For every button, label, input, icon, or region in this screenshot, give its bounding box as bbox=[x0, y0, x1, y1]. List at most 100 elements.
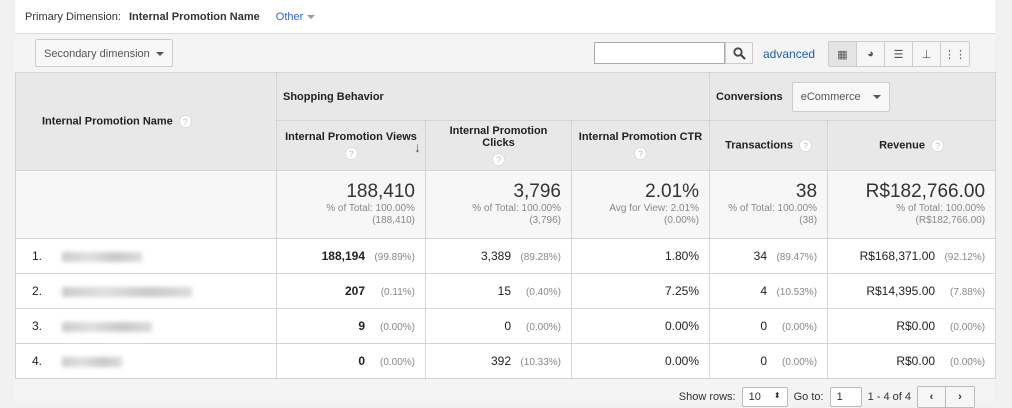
redacted-name bbox=[62, 286, 193, 297]
other-label: Other bbox=[275, 10, 304, 23]
row-clicks: 3,389 (89.28%) bbox=[425, 238, 572, 274]
row-ctr: 1.80% bbox=[570, 238, 711, 274]
advanced-filter-link[interactable]: advanced bbox=[763, 47, 816, 61]
help-icon[interactable]: ? bbox=[178, 115, 192, 128]
help-icon[interactable]: ? bbox=[492, 153, 505, 166]
percent: (99.89%) bbox=[374, 252, 415, 263]
value: 188,194 bbox=[321, 249, 365, 263]
value: 4 bbox=[760, 284, 768, 298]
value: 34 bbox=[753, 249, 768, 263]
sort-descending-icon: ↓ bbox=[414, 139, 421, 155]
goto-input[interactable]: 1 bbox=[829, 387, 862, 407]
other-dimension-dropdown[interactable]: Other bbox=[276, 11, 316, 23]
search-button[interactable] bbox=[725, 42, 753, 64]
conversions-select[interactable]: eCommerce bbox=[791, 81, 890, 112]
total-line1: % of Total: 100.00% bbox=[326, 203, 415, 214]
performance-view-icon[interactable]: ☰ bbox=[885, 42, 913, 66]
percent: (10.33%) bbox=[520, 357, 561, 368]
total-line2: (3,796) bbox=[529, 215, 561, 226]
caret-down-icon bbox=[872, 94, 881, 99]
value: 7.25% bbox=[665, 284, 700, 298]
percent: (92.12%) bbox=[944, 252, 986, 263]
row-views: 9 (0.00%) bbox=[276, 308, 426, 344]
row-ctr: 7.25% bbox=[570, 273, 711, 309]
help-icon[interactable]: ? bbox=[344, 147, 358, 160]
row-name[interactable]: 3. bbox=[15, 308, 277, 344]
row-index: 4. bbox=[32, 354, 43, 368]
value: 1.80% bbox=[665, 249, 700, 263]
percent: (0.00%) bbox=[950, 357, 986, 368]
prev-page-icon[interactable]: ‹ bbox=[918, 387, 946, 407]
primary-dimension-current[interactable]: Internal Promotion Name bbox=[128, 10, 260, 23]
show-rows-select[interactable]: 10 ⬍ bbox=[741, 387, 788, 407]
value: 0 bbox=[760, 354, 768, 368]
help-icon[interactable]: ? bbox=[798, 139, 812, 152]
spinner-icon: ⬍ bbox=[773, 391, 781, 400]
dimension-header[interactable]: Internal Promotion Name? bbox=[15, 72, 277, 171]
pie-view-icon[interactable]: ◕ bbox=[857, 42, 885, 66]
percent: (0.40%) bbox=[525, 287, 561, 298]
value: 0 bbox=[760, 319, 768, 333]
row-name[interactable]: 4. bbox=[15, 343, 277, 379]
total-clicks: 3,796% of Total: 100.00% (3,796) bbox=[425, 170, 572, 239]
total-value: 188,410 bbox=[346, 181, 415, 202]
value: R$0.00 bbox=[896, 319, 936, 333]
row-views: 188,194 (99.89%) bbox=[276, 238, 426, 274]
row-clicks: 392 (10.33%) bbox=[425, 343, 572, 379]
pivot-view-icon[interactable]: ⋮⋮ bbox=[941, 42, 969, 66]
percent: (0.00%) bbox=[950, 322, 986, 333]
row-index: 1. bbox=[32, 249, 43, 263]
column-header-revenue[interactable]: Revenue? bbox=[827, 120, 997, 171]
column-header-transactions[interactable]: Transactions? bbox=[709, 120, 829, 171]
value: 15 bbox=[497, 284, 511, 298]
row-name[interactable]: 1. bbox=[15, 238, 277, 274]
row-name[interactable]: 2. bbox=[15, 273, 277, 309]
caret-down-icon bbox=[307, 14, 316, 19]
primary-dimension-label: Primary Dimension: bbox=[25, 10, 121, 23]
row-views: 207 (0.11%) bbox=[276, 273, 426, 309]
table-row: 3. 9 (0.00%) 0 (0.00%) 0.00% 0 (0.00%) R$0.… bbox=[15, 308, 997, 344]
redacted-name bbox=[62, 356, 123, 367]
search-icon bbox=[732, 46, 746, 60]
percent: (89.47%) bbox=[776, 252, 818, 263]
row-ctr: 0.00% bbox=[570, 308, 711, 344]
column-label: Internal Promotion Clicks bbox=[449, 125, 548, 149]
total-transactions: 38% of Total: 100.00% (38) bbox=[709, 170, 829, 239]
value: R$0.00 bbox=[896, 354, 936, 368]
total-revenue: R$182,766.00% of Total: 100.00% (R$182,76… bbox=[827, 170, 997, 239]
value: 3,389 bbox=[480, 249, 511, 263]
row-index: 3. bbox=[32, 319, 43, 333]
help-icon[interactable]: ? bbox=[634, 147, 648, 160]
column-header-clicks[interactable]: Internal Promotion Clicks? bbox=[425, 120, 572, 171]
comparison-view-icon[interactable]: ⊥ bbox=[913, 42, 941, 66]
value: R$14,395.00 bbox=[866, 284, 936, 298]
redacted-name bbox=[62, 251, 143, 262]
goto-value: 1 bbox=[836, 391, 843, 403]
secondary-dimension-dropdown[interactable]: Secondary dimension bbox=[35, 39, 173, 67]
row-clicks: 0 (0.00%) bbox=[425, 308, 572, 344]
value: 9 bbox=[358, 319, 365, 333]
table-search-input[interactable] bbox=[594, 42, 725, 64]
show-rows-label: Show rows: bbox=[678, 391, 736, 403]
table-row: 4. 0 (0.00%) 392 (10.33%) 0.00% 0 (0.00%) R… bbox=[15, 343, 997, 379]
total-line1: % of Total: 100.00% bbox=[472, 203, 561, 214]
row-ctr: 0.00% bbox=[570, 343, 711, 379]
column-label: Revenue bbox=[879, 139, 925, 152]
row-transactions: 0 (0.00%) bbox=[709, 343, 829, 379]
total-line2: (38) bbox=[799, 215, 818, 226]
table-view-icon[interactable]: ▦ bbox=[829, 42, 857, 66]
page-nav: ‹ › bbox=[917, 386, 975, 408]
row-index: 2. bbox=[32, 284, 43, 298]
column-label: Internal Promotion CTR bbox=[578, 131, 703, 143]
column-header-views[interactable]: Internal Promotion Views? ↓ bbox=[276, 120, 426, 171]
column-header-ctr[interactable]: Internal Promotion CTR? bbox=[570, 120, 711, 171]
next-page-icon[interactable]: › bbox=[946, 387, 974, 407]
total-value: 3,796 bbox=[513, 181, 561, 202]
row-clicks: 15 (0.40%) bbox=[425, 273, 572, 309]
row-revenue: R$0.00 (0.00%) bbox=[827, 308, 997, 344]
value: 0.00% bbox=[665, 354, 700, 368]
total-line2: (R$182,766.00) bbox=[915, 215, 986, 226]
help-icon[interactable]: ? bbox=[930, 139, 944, 152]
page-range: 1 - 4 of 4 bbox=[867, 391, 911, 403]
report-panel: Primary Dimension: Internal Promotion Na… bbox=[15, 0, 997, 408]
